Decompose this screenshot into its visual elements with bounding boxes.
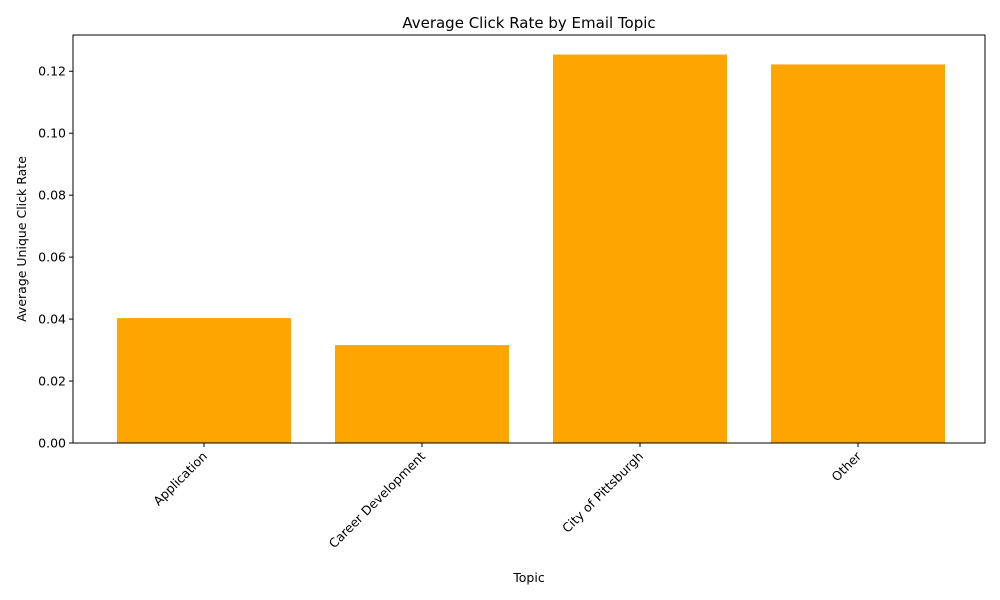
bar-application xyxy=(117,318,291,443)
x-tick-label: City of Pittsburgh xyxy=(559,449,646,536)
plot-frame xyxy=(72,34,986,444)
x-axis-label: Topic xyxy=(512,570,545,585)
y-tick-label: 0.08 xyxy=(38,188,66,203)
y-tick-label: 0.12 xyxy=(38,64,66,79)
x-tick-label: Other xyxy=(828,448,864,484)
y-tick-label: 0.00 xyxy=(38,436,66,451)
bar-career-development xyxy=(335,345,509,443)
y-axis: 0.00 0.02 0.04 0.06 0.08 0.10 0.12 xyxy=(38,64,73,451)
y-tick-label: 0.10 xyxy=(38,126,66,141)
bar-city-of-pittsburgh xyxy=(553,54,727,443)
y-tick-label: 0.06 xyxy=(38,250,66,265)
x-axis: Application Career Development City of Pit… xyxy=(150,443,865,551)
x-tick-label: Career Development xyxy=(326,448,429,551)
bar-other xyxy=(771,64,945,443)
x-tick-label: Application xyxy=(150,449,210,509)
y-axis-label: Average Unique Click Rate xyxy=(14,156,29,322)
y-tick-label: 0.04 xyxy=(38,312,66,327)
y-tick-label: 0.02 xyxy=(38,374,66,389)
chart-title: Average Click Rate by Email Topic xyxy=(402,14,655,32)
bars-layer xyxy=(117,54,945,443)
